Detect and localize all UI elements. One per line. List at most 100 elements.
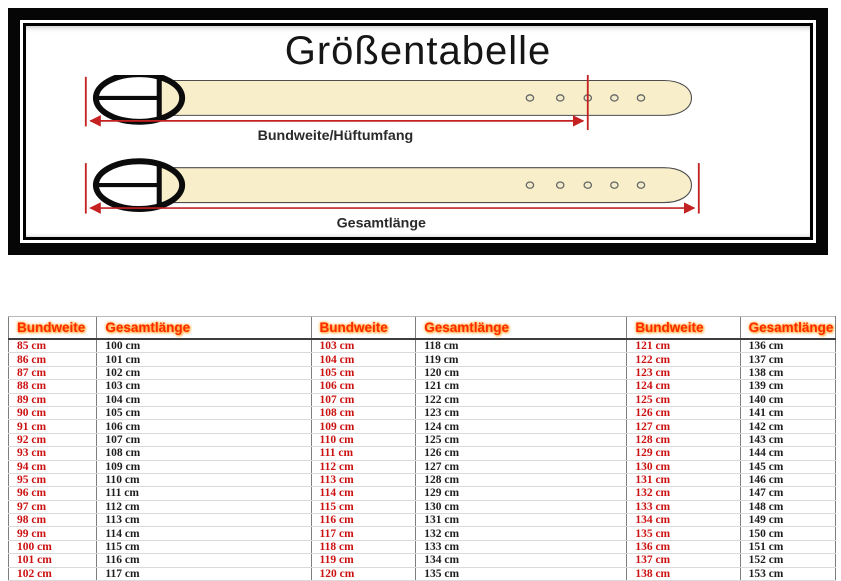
cell-gesamt: 133 cm [415,540,627,555]
cell-gesamt: 141 cm [739,406,837,421]
cell-bundweite: 138 cm [626,567,741,581]
table-row: 89 cm 104 cm 107 cm 122 cm 125 cm 140 cm [7,393,837,407]
cell-gesamt: 152 cm [739,553,837,568]
cell-bundweite: 98 cm [7,513,97,528]
belt-diagram: Bundweite/Hüftumfang [84,75,700,231]
cell-bundweite: 107 cm [310,393,416,407]
cell-gesamt: 131 cm [415,513,627,528]
cell-gesamt: 100 cm [96,339,312,354]
bundweite-measure-lines [84,75,589,131]
cell-bundweite: 110 cm [310,433,416,448]
cell-gesamt: 142 cm [739,419,837,434]
cell-bundweite: 102 cm [7,567,97,581]
cell-bundweite: 117 cm [310,526,416,541]
page-title: Größentabelle [284,29,552,73]
cell-bundweite: 119 cm [310,553,416,568]
column-header-bundweite: Bundweite [7,316,97,340]
cell-bundweite: 125 cm [626,393,741,407]
cell-bundweite: 115 cm [310,500,416,515]
table-row: 102 cm 117 cm 120 cm 135 cm 138 cm 153 cm [7,567,837,581]
cell-bundweite: 111 cm [310,446,416,461]
belt-holes [525,181,646,189]
cell-bundweite: 129 cm [626,446,741,461]
cell-gesamt: 118 cm [415,339,627,354]
cell-bundweite: 85 cm [7,339,97,354]
table-row: 93 cm 108 cm 111 cm 126 cm 129 cm 144 cm [7,446,837,461]
size-table: Bundweite Gesamtlänge Bundweite Gesamtlänge… [7,316,837,581]
belt-bottom-illustration: Gesamtlänge [84,158,700,231]
cell-gesamt: 137 cm [739,352,837,367]
cell-gesamt: 123 cm [415,406,627,421]
cell-gesamt: 122 cm [415,393,627,407]
table-row: 87 cm 102 cm 105 cm 120 cm 123 cm 138 cm [7,366,837,381]
table-row: 99 cm 114 cm 117 cm 132 cm 135 cm 150 cm [7,526,837,541]
cell-gesamt: 148 cm [739,500,837,515]
cell-gesamt: 127 cm [415,460,627,474]
cell-bundweite: 126 cm [626,406,741,421]
column-header-gesamt: Gesamtlänge [415,316,627,340]
cell-gesamt: 108 cm [96,446,312,461]
table-row: 88 cm 103 cm 106 cm 121 cm 124 cm 139 cm [7,379,837,394]
cell-gesamt: 101 cm [96,352,312,367]
cell-bundweite: 103 cm [310,339,416,354]
cell-bundweite: 116 cm [310,513,416,528]
cell-gesamt: 151 cm [739,540,837,555]
cell-gesamt: 135 cm [415,567,627,581]
cell-gesamt: 120 cm [415,366,627,381]
cell-bundweite: 113 cm [310,473,416,488]
cell-gesamt: 116 cm [96,553,312,568]
cell-gesamt: 105 cm [96,406,312,421]
cell-bundweite: 101 cm [7,553,97,568]
cell-bundweite: 94 cm [7,460,97,474]
cell-bundweite: 100 cm [7,540,97,555]
cell-bundweite: 133 cm [626,500,741,515]
cell-bundweite: 90 cm [7,406,97,421]
cell-bundweite: 97 cm [7,500,97,515]
cell-gesamt: 136 cm [739,339,837,354]
cell-bundweite: 135 cm [626,526,741,541]
size-table-body: 85 cm 100 cm 103 cm 118 cm 121 cm 136 cm 86 cm… [7,339,837,581]
cell-bundweite: 114 cm [310,486,416,501]
cell-gesamt: 138 cm [739,366,837,381]
header-row: Bundweite Gesamtlänge Bundweite Gesamtlänge… [7,316,837,340]
cell-gesamt: 140 cm [739,393,837,407]
cell-bundweite: 130 cm [626,460,741,474]
cell-bundweite: 109 cm [310,419,416,434]
cell-gesamt: 107 cm [96,433,312,448]
size-table-header: Bundweite Gesamtlänge Bundweite Gesamtlänge… [7,316,837,340]
cell-gesamt: 143 cm [739,433,837,448]
cell-bundweite: 87 cm [7,366,97,381]
cell-gesamt: 102 cm [96,366,312,381]
cell-bundweite: 136 cm [626,540,741,555]
cell-gesamt: 119 cm [415,352,627,367]
cell-gesamt: 110 cm [96,473,312,488]
column-header-gesamt: Gesamtlänge [96,316,312,340]
cell-gesamt: 113 cm [96,513,312,528]
cell-gesamt: 115 cm [96,540,312,555]
table-row: 95 cm 110 cm 113 cm 128 cm 131 cm 146 cm [7,473,837,488]
cell-gesamt: 132 cm [415,526,627,541]
belt-top-illustration: Bundweite/Hüftumfang [84,75,693,144]
cell-bundweite: 127 cm [626,419,741,434]
cell-bundweite: 134 cm [626,513,741,528]
cell-bundweite: 88 cm [7,379,97,394]
cell-bundweite: 106 cm [310,379,416,394]
cell-gesamt: 139 cm [739,379,837,394]
table-row: 97 cm 112 cm 115 cm 130 cm 133 cm 148 cm [7,500,837,515]
cell-bundweite: 104 cm [310,352,416,367]
cell-gesamt: 149 cm [739,513,837,528]
table-row: 96 cm 111 cm 114 cm 129 cm 132 cm 147 cm [7,486,837,501]
cell-bundweite: 99 cm [7,526,97,541]
cell-bundweite: 93 cm [7,446,97,461]
table-row: 94 cm 109 cm 112 cm 127 cm 130 cm 145 cm [7,460,837,474]
cell-bundweite: 118 cm [310,540,416,555]
cell-gesamt: 111 cm [96,486,312,501]
cell-gesamt: 124 cm [415,419,627,434]
cell-gesamt: 129 cm [415,486,627,501]
cell-bundweite: 108 cm [310,406,416,421]
cell-gesamt: 144 cm [739,446,837,461]
cell-gesamt: 126 cm [415,446,627,461]
table-row: 101 cm 116 cm 119 cm 134 cm 137 cm 152 cm [7,553,837,568]
cell-bundweite: 122 cm [626,352,741,367]
